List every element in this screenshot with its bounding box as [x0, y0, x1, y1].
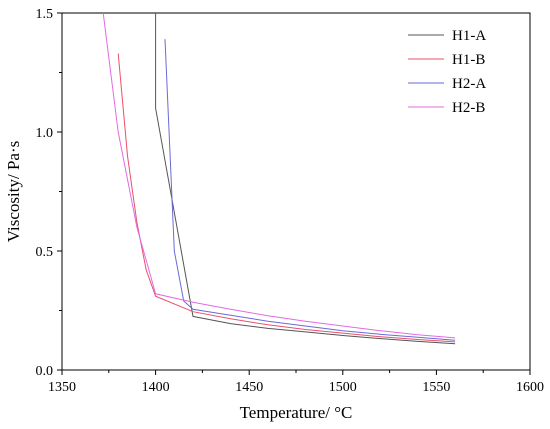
x-tick-label: 1450 [235, 380, 263, 395]
y-tick-label: 1.0 [36, 126, 54, 141]
x-axis-title: Temperature/ °C [240, 403, 353, 422]
x-tick-label: 1500 [329, 380, 357, 395]
x-axis-ticks: 1350 1400 1450 1500 1550 1600 [48, 370, 544, 395]
y-tick-label: 0.0 [36, 364, 54, 379]
legend-label-h2-b: H2-B [452, 100, 485, 116]
series-lines [102, 13, 456, 345]
series-line-h1-b [117, 53, 456, 343]
legend: H1-A H1-B H2-A H2-B [408, 28, 486, 116]
x-tick-label: 1400 [142, 380, 170, 395]
y-axis-ticks: 0.0 0.5 1.0 1.5 [36, 7, 62, 379]
y-tick-label: 1.5 [36, 7, 54, 22]
series-line-h2-a [164, 39, 456, 341]
legend-label-h1-a: H1-A [452, 28, 486, 44]
y-axis-title: Viscosity/ Pa·s [4, 141, 23, 242]
legend-label-h2-a: H2-A [452, 76, 486, 92]
x-tick-label: 1550 [422, 380, 450, 395]
legend-label-h1-b: H1-B [452, 52, 485, 68]
x-tick-label: 1350 [48, 380, 76, 395]
series-line-h2-b [102, 13, 456, 339]
x-tick-label: 1600 [516, 380, 544, 395]
series-line-h1-a [155, 13, 456, 345]
y-tick-label: 0.5 [36, 245, 54, 260]
